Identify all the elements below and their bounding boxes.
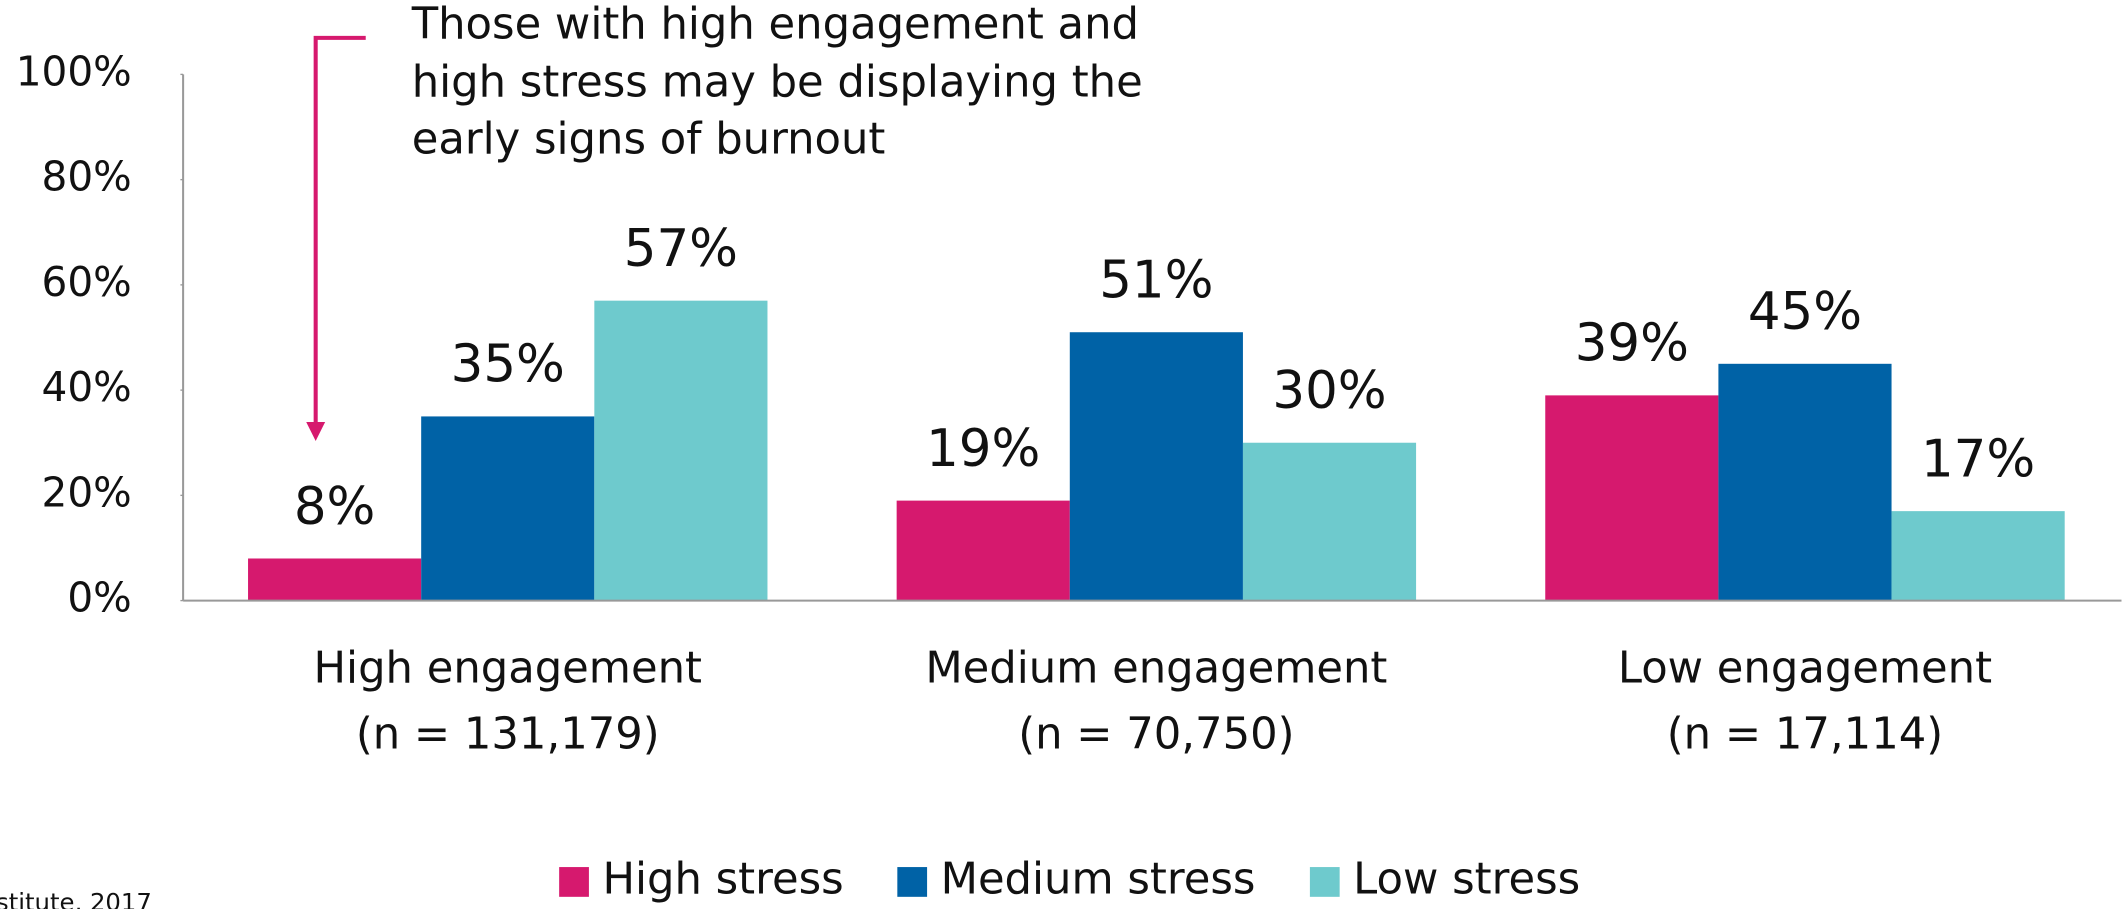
legend-label: High stress: [602, 854, 843, 904]
annotation-line: early signs of burnout: [412, 115, 886, 165]
y-tick-label: 40%: [42, 363, 132, 411]
annotation-line: high stress may be displaying the: [412, 58, 1143, 108]
legend-label: Medium stress: [941, 854, 1256, 904]
x-tick-label: Low engagement: [1618, 643, 1992, 693]
legend-swatch: [1309, 867, 1340, 897]
value-label: 35%: [451, 335, 565, 395]
bar: [1242, 442, 1417, 601]
y-tick-label: 20%: [42, 468, 132, 516]
y-tick-label: 100%: [16, 47, 132, 95]
legend-swatch: [559, 867, 589, 897]
value-label: 57%: [624, 219, 738, 279]
x-tick-label: Medium engagement: [925, 643, 1387, 693]
value-label: 30%: [1272, 361, 1386, 421]
x-tick-sublabel: (n = 131,179): [356, 710, 660, 760]
x-tick-sublabel: (n = 17,114): [1667, 710, 1943, 760]
x-tick-label: High engagement: [314, 643, 702, 693]
bar: [896, 500, 1070, 601]
value-label: 19%: [926, 419, 1040, 479]
legend-swatch: [897, 867, 928, 897]
bar: [1069, 332, 1243, 601]
annotation-line: Those with high engagement and: [411, 0, 1139, 50]
value-label: 45%: [1748, 282, 1862, 342]
bar: [421, 416, 595, 601]
bar: [1545, 395, 1719, 601]
value-label: 51%: [1099, 251, 1213, 311]
bar: [1718, 363, 1892, 601]
value-label: 39%: [1575, 314, 1689, 374]
bar: [594, 300, 768, 601]
annotation-arrowhead: [306, 422, 326, 441]
annotation-arrow: [313, 35, 366, 423]
bar: [248, 558, 422, 601]
value-label: 8%: [294, 477, 376, 537]
source: Institute, 2017: [0, 888, 152, 909]
x-tick-sublabel: (n = 70,750): [1018, 710, 1294, 760]
value-label: 17%: [1921, 429, 2035, 489]
y-tick-label: 60%: [42, 258, 132, 306]
legend-label: Low stress: [1353, 854, 1580, 904]
bar: [1891, 511, 2065, 601]
y-tick-label: 80%: [42, 153, 132, 201]
y-tick-label: 0%: [67, 574, 131, 622]
